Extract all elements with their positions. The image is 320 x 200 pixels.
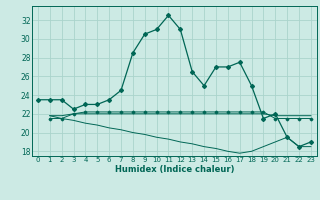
X-axis label: Humidex (Indice chaleur): Humidex (Indice chaleur): [115, 165, 234, 174]
